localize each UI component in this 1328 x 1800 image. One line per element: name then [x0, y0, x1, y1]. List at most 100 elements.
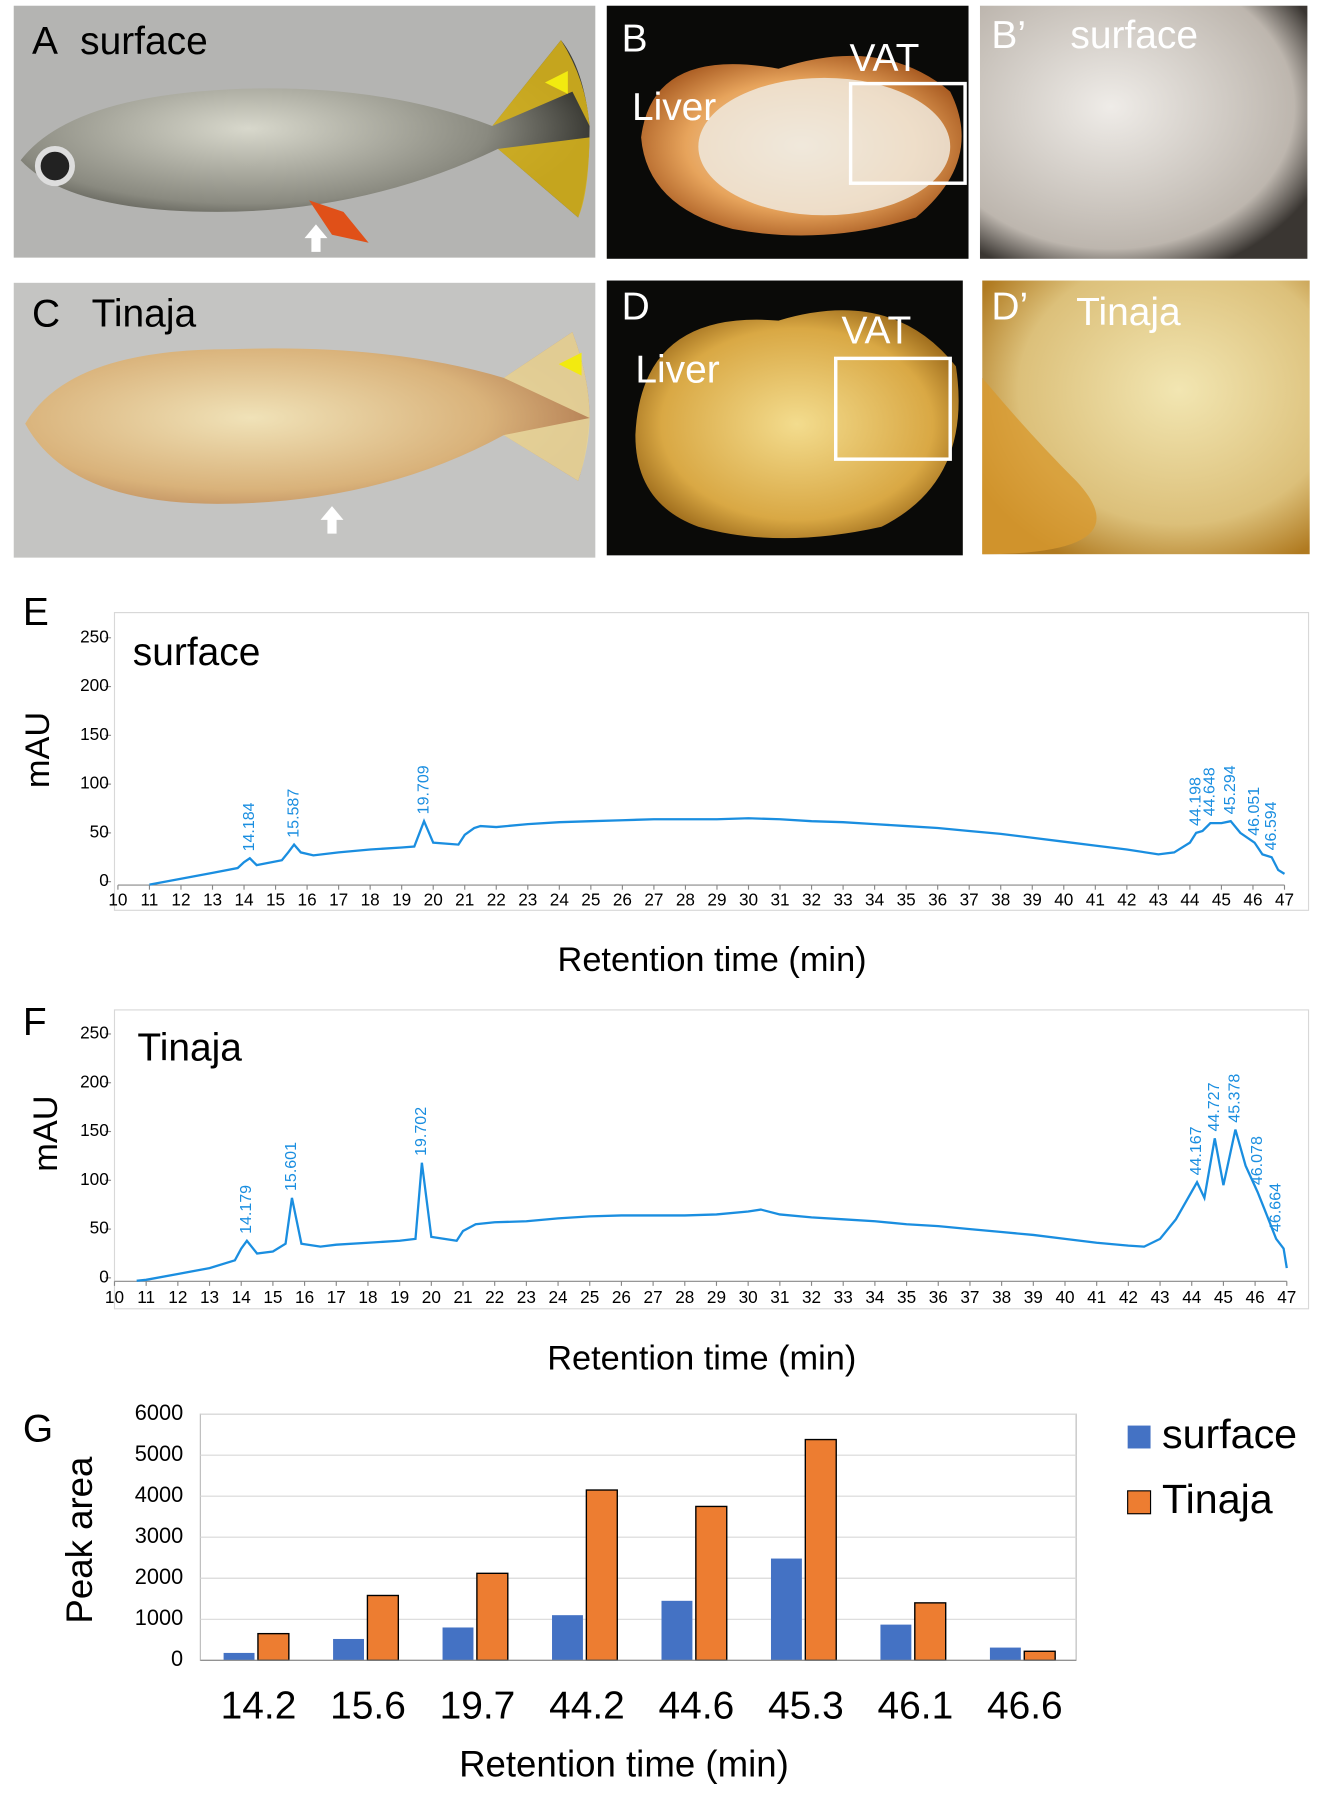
liver	[635, 310, 959, 539]
x-tick-label: 14	[232, 1287, 252, 1307]
x-tick-label: 25	[580, 1287, 599, 1307]
x-tick-label: 11	[141, 890, 159, 910]
bar	[223, 1652, 255, 1661]
peak-label: 19.709	[414, 765, 432, 814]
peak-label: 19.702	[412, 1107, 430, 1156]
x-tick-label: 43	[1151, 1287, 1170, 1307]
bar	[880, 1624, 912, 1661]
x-tick-label: 27	[644, 890, 663, 910]
peak-label: 46.051	[1245, 787, 1263, 836]
plot-frame	[113, 1009, 1310, 1310]
photo-label: surface	[1070, 14, 1198, 57]
x-tick-label: 39	[1024, 1287, 1043, 1307]
x-tick-label: 42	[1119, 1287, 1138, 1307]
fin	[309, 200, 369, 243]
y-tick-label: 6000	[135, 1400, 183, 1425]
legend-swatch	[1127, 1425, 1151, 1449]
x-tick-label: 23	[517, 1287, 536, 1307]
y-tick-label: 4000	[135, 1482, 183, 1507]
x-tick-label: 28	[676, 890, 695, 910]
x-tick-label: 46	[1243, 890, 1262, 910]
x-tick-label: 40	[1054, 890, 1073, 910]
bar	[366, 1594, 400, 1661]
bar	[552, 1615, 583, 1661]
x-tick-label: 34	[865, 1287, 885, 1307]
x-axis-label: Retention time (min)	[558, 941, 867, 979]
x-tick-label: 32	[802, 890, 821, 910]
peak-label: 44.648	[1201, 767, 1219, 816]
panel-letter: A	[32, 20, 58, 63]
x-tick-label: 34	[865, 890, 885, 910]
x-tick-label: 41	[1086, 890, 1105, 910]
y-tick-label: 50	[90, 1218, 109, 1238]
x-tick-label: 31	[770, 1287, 789, 1307]
peak-label: 44.198	[1186, 777, 1204, 826]
peak-label: 45.378	[1226, 1074, 1244, 1123]
y-tick-label: 100	[80, 773, 109, 793]
panel-letter: B	[622, 18, 648, 61]
x-tick-label: 19	[390, 1287, 409, 1307]
eye	[34, 145, 75, 187]
zoom-box	[834, 356, 952, 461]
zoom-box	[848, 81, 967, 185]
x-tick-label: 41	[1087, 1287, 1106, 1307]
x-tick-label: 30	[739, 890, 758, 910]
x-tick-label: 46	[1246, 1287, 1265, 1307]
x-tick-label: 29	[707, 1287, 726, 1307]
peak-label: 15.587	[284, 789, 302, 838]
x-tick-label: 26	[613, 890, 632, 910]
panel-letter: C	[32, 292, 60, 335]
peak-label: 44.727	[1205, 1082, 1223, 1131]
bar	[804, 1438, 837, 1661]
bar	[1023, 1650, 1056, 1661]
x-tick-label: 33	[834, 890, 853, 910]
x-tick-label: 22	[487, 890, 506, 910]
x-tick-label: 17	[327, 1287, 346, 1307]
x-tick-label: 14	[234, 890, 254, 910]
plot-frame	[113, 612, 1310, 911]
photo-label: VAT	[841, 309, 911, 352]
x-tick-label: 45.3	[768, 1685, 844, 1728]
fish	[25, 332, 590, 504]
y-tick-label: 250	[80, 1022, 109, 1042]
panel-letter: D’	[991, 285, 1028, 328]
y-tick-label: 5000	[135, 1441, 183, 1466]
bar	[695, 1505, 728, 1661]
y-axis-label: mAU	[27, 1095, 65, 1171]
photo-label: Liver	[632, 86, 716, 129]
fish	[20, 40, 590, 218]
x-tick-label: 32	[802, 1287, 821, 1307]
bar	[442, 1627, 474, 1661]
y-tick-label: 0	[171, 1646, 183, 1671]
vat	[698, 77, 951, 216]
y-tick-label: 200	[80, 675, 109, 695]
x-tick-label: 47	[1275, 890, 1294, 910]
y-tick-label: 0	[99, 1266, 109, 1286]
x-tick-label: 21	[455, 890, 474, 910]
y-tick-label: 1000	[135, 1605, 183, 1630]
x-tick-label: 11	[137, 1287, 155, 1307]
x-tick-label: 24	[550, 890, 570, 910]
chart-title: surface	[133, 631, 261, 674]
x-tick-label: 45	[1214, 1287, 1233, 1307]
x-tick-label: 26	[612, 1287, 631, 1307]
x-tick-label: 46.6	[987, 1685, 1063, 1728]
x-tick-label: 37	[960, 890, 979, 910]
y-tick-label: 0	[99, 870, 109, 890]
x-tick-label: 18	[358, 1287, 377, 1307]
peak-label: 46.078	[1248, 1136, 1266, 1185]
x-axis-label: Retention time (min)	[459, 1743, 789, 1784]
x-tick-label: 10	[108, 890, 127, 910]
photo-label: Tinaja	[1076, 291, 1181, 334]
peak-label: 14.179	[237, 1185, 255, 1234]
bar	[989, 1647, 1021, 1661]
peak-label: 46.594	[1262, 801, 1280, 850]
photo-background	[979, 5, 1308, 259]
y-tick-label: 2000	[135, 1564, 183, 1589]
x-tick-label: 27	[644, 1287, 663, 1307]
y-tick-label: 150	[80, 1120, 109, 1140]
panel-letter: E	[23, 591, 49, 634]
x-tick-label: 44	[1182, 1287, 1202, 1307]
x-tick-label: 39	[1023, 890, 1042, 910]
